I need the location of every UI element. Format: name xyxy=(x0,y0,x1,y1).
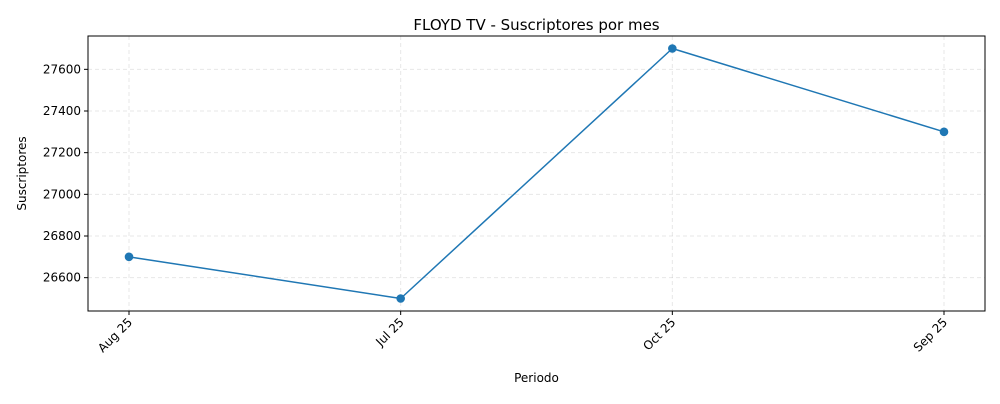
y-axis: 26600 26800 27000 27200 27400 27600 xyxy=(43,62,88,285)
y-tick-label: 26600 xyxy=(43,271,81,285)
data-point xyxy=(396,294,405,303)
series-layer xyxy=(124,44,949,303)
y-tick-label: 27200 xyxy=(43,146,81,160)
y-tick-label: 27400 xyxy=(43,104,81,118)
x-tick-label: Jul 25 xyxy=(372,315,406,349)
x-axis-label: Periodo xyxy=(514,371,559,385)
x-tick-label: Sep 25 xyxy=(911,315,950,354)
data-point xyxy=(124,252,134,262)
series-line xyxy=(128,47,945,300)
data-point xyxy=(668,44,677,53)
y-tick-label: 27600 xyxy=(43,62,81,76)
y-tick-label: 26800 xyxy=(43,229,81,243)
x-tick-label: Aug 25 xyxy=(95,315,135,355)
grid xyxy=(88,36,985,311)
plot-area-frame xyxy=(87,35,986,312)
y-tick-label: 27000 xyxy=(43,187,81,201)
x-axis: Aug 25 Jul 25 Oct 25 Sep 25 xyxy=(95,311,950,355)
x-tick-label: Oct 25 xyxy=(640,315,678,353)
data-point xyxy=(939,127,949,137)
y-axis-label: Suscriptores xyxy=(15,136,29,210)
chart-title: FLOYD TV - Suscriptores por mes xyxy=(413,16,659,34)
